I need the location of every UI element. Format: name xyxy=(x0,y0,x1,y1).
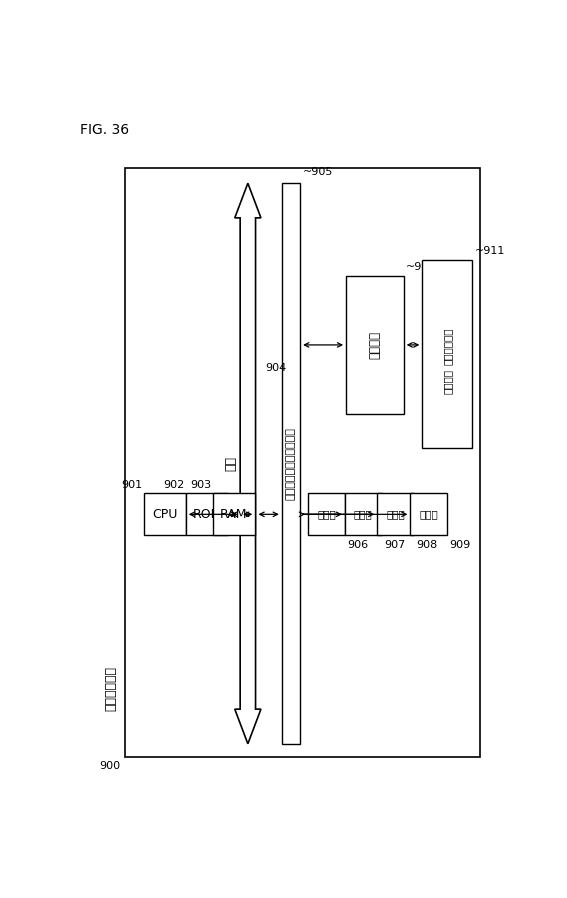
Text: 通信部: 通信部 xyxy=(420,509,438,519)
Text: 入出力インターフェース: 入出力インターフェース xyxy=(286,427,296,500)
Bar xyxy=(125,168,480,757)
Text: 902: 902 xyxy=(163,480,184,490)
Bar xyxy=(143,493,186,535)
Text: ROM: ROM xyxy=(192,508,222,521)
Text: 909: 909 xyxy=(450,540,471,550)
Text: 903: 903 xyxy=(190,480,211,490)
Text: ~911: ~911 xyxy=(475,246,505,256)
Bar xyxy=(345,493,382,535)
Text: FIG. 36: FIG. 36 xyxy=(80,123,129,137)
Text: ドライブ: ドライブ xyxy=(369,331,382,359)
Text: 900: 900 xyxy=(100,761,121,770)
Text: 904: 904 xyxy=(265,363,286,373)
Text: 908: 908 xyxy=(417,540,438,550)
Text: バス: バス xyxy=(225,456,238,471)
Bar xyxy=(411,493,447,535)
Text: ~910: ~910 xyxy=(406,262,437,272)
Text: 907: 907 xyxy=(384,540,405,550)
Bar xyxy=(422,260,472,448)
Text: コンピュータ: コンピュータ xyxy=(104,665,117,710)
Text: RAM: RAM xyxy=(220,508,248,521)
Text: リムーバブル: リムーバブル xyxy=(442,328,452,365)
Bar xyxy=(308,493,345,535)
Text: 901: 901 xyxy=(121,480,142,490)
Text: ~905: ~905 xyxy=(303,167,333,177)
Text: メディア: メディア xyxy=(442,368,452,393)
Text: CPU: CPU xyxy=(152,508,177,521)
Bar xyxy=(186,493,228,535)
Bar xyxy=(282,183,300,744)
Bar xyxy=(346,276,404,414)
Text: 906: 906 xyxy=(347,540,369,550)
Text: 入力部: 入力部 xyxy=(317,509,336,519)
Bar xyxy=(213,493,255,535)
Bar xyxy=(377,493,414,535)
Polygon shape xyxy=(235,183,261,744)
Text: 出力部: 出力部 xyxy=(354,509,373,519)
Text: 記録部: 記録部 xyxy=(386,509,405,519)
